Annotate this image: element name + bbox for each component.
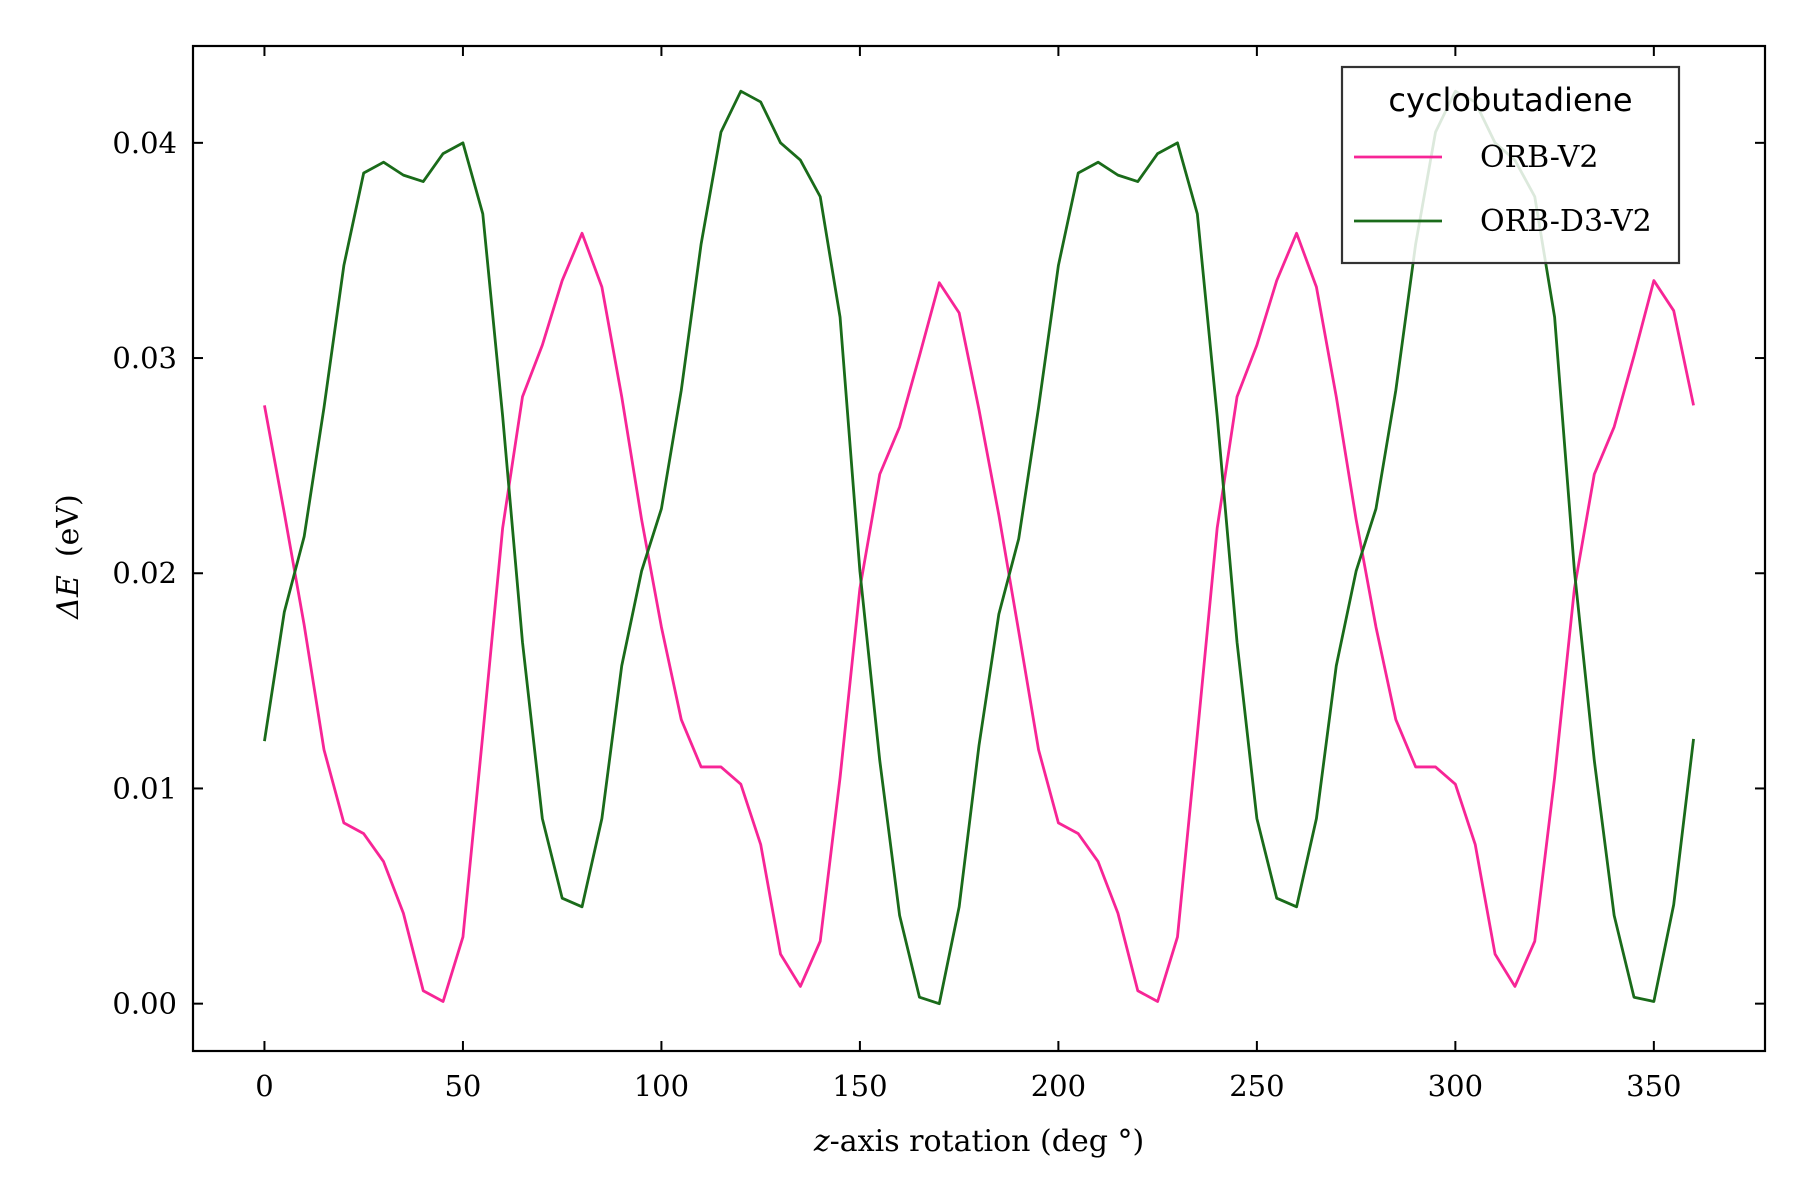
legend-box: [1340, 65, 1681, 265]
x-tick-label: 350: [1626, 1069, 1681, 1103]
x-tick-label: 50: [444, 1069, 481, 1103]
y-tick-label: 0.04: [112, 126, 177, 160]
series-line-orb-v2: [263, 231, 1695, 1003]
legend-entries: ORB-V2 ORB-D3-V2: [1354, 140, 1652, 239]
x-tick-label: 150: [832, 1069, 887, 1103]
legend-label: ORB-D3-V2: [1480, 204, 1652, 239]
y-tick-label: 0.01: [112, 771, 177, 805]
y-tick-label: 0.00: [112, 987, 177, 1021]
plot-frame: [191, 44, 1767, 1053]
x-tick-label: 200: [1031, 1069, 1086, 1103]
axis-ticks: 0 50 100 150 200 250 300 350 0.00 0.01 0.02 0.03 0.0…: [112, 46, 1765, 1103]
y-axis-label: ΔE(eV): [51, 494, 86, 619]
legend-label: ORB-V2: [1480, 140, 1599, 175]
legend: cyclobutadiene ORB-V2 ORB-D3-V2: [1340, 65, 1681, 265]
x-tick-label: 300: [1428, 1069, 1483, 1103]
x-tick-label: 100: [634, 1069, 689, 1103]
x-axis-label: z-axis rotation (deg °): [813, 1124, 1144, 1159]
y-tick-label: 0.03: [112, 341, 177, 375]
x-tick-label: 250: [1229, 1069, 1284, 1103]
legend-title: cyclobutadiene: [1388, 81, 1632, 119]
x-tick-label: 0: [255, 1069, 273, 1103]
y-tick-label: 0.02: [112, 556, 177, 590]
